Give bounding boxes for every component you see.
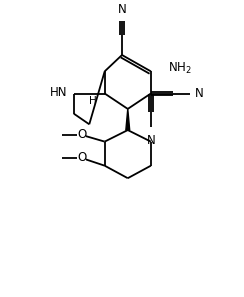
Text: N: N bbox=[118, 3, 126, 15]
Text: N: N bbox=[146, 134, 155, 147]
Text: NH$_2$: NH$_2$ bbox=[168, 61, 192, 76]
Text: N: N bbox=[195, 87, 204, 100]
Text: O: O bbox=[77, 151, 86, 165]
Text: H: H bbox=[89, 97, 97, 106]
Polygon shape bbox=[126, 109, 130, 130]
Text: O: O bbox=[77, 128, 86, 141]
Text: HN: HN bbox=[50, 86, 67, 99]
